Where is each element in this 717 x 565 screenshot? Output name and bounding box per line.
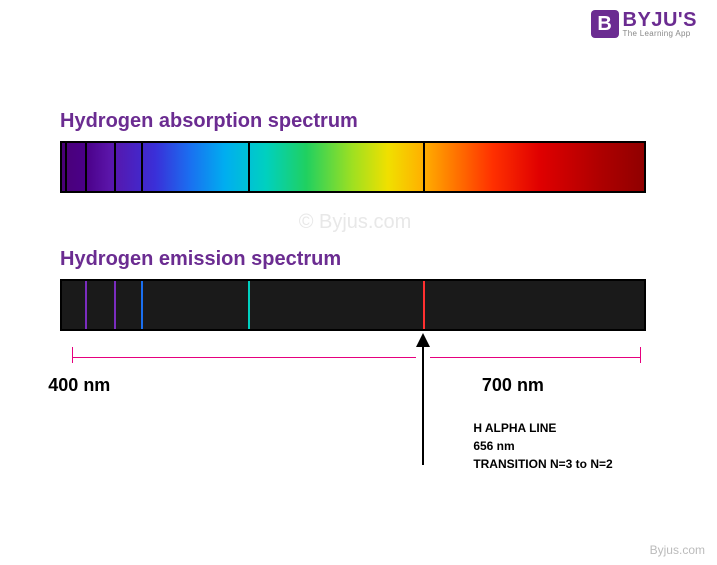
emission-line: [248, 281, 250, 329]
annotation-line2: 656 nm: [473, 437, 612, 455]
wavelength-axis: 400 nm 700 nm: [60, 345, 646, 405]
axis-label-400: 400 nm: [48, 375, 110, 396]
emission-line: [141, 281, 143, 329]
absorption-line: [141, 143, 143, 191]
annotation-line3: TRANSITION N=3 to N=2: [473, 455, 612, 473]
emission-title: Hydrogen emission spectrum: [60, 248, 650, 271]
axis-segment-right: [430, 357, 640, 358]
emission-line: [85, 281, 87, 329]
axis-label-700: 700 nm: [482, 375, 544, 396]
axis-segment-left: [72, 357, 417, 358]
brand-logo: B BYJU'S The Learning App: [591, 10, 697, 38]
emission-line: [423, 281, 425, 329]
absorption-line: [248, 143, 250, 191]
logo-main: BYJU'S: [623, 10, 697, 30]
absorption-line: [423, 143, 425, 191]
footer-watermark: Byjus.com: [650, 543, 705, 557]
absorption-spectrum: [60, 141, 646, 193]
logo-text-block: BYJU'S The Learning App: [623, 10, 697, 38]
absorption-title: Hydrogen absorption spectrum: [60, 110, 650, 133]
axis-tick-700: [640, 347, 641, 363]
absorption-line: [85, 143, 87, 191]
logo-tagline: The Learning App: [623, 30, 697, 38]
halpha-annotation: H ALPHA LINE 656 nm TRANSITION N=3 to N=…: [473, 419, 612, 473]
halpha-arrow-shaft: [422, 345, 424, 465]
center-watermark: © Byjus.com: [60, 211, 650, 234]
axis-tick-400: [72, 347, 73, 363]
logo-mark-icon: B: [591, 10, 619, 38]
emission-spectrum: [60, 279, 646, 331]
emission-line: [114, 281, 116, 329]
absorption-line: [65, 143, 67, 191]
annotation-line1: H ALPHA LINE: [473, 419, 612, 437]
emission-background: [62, 281, 644, 329]
diagram-content: Hydrogen absorption spectrum © Byjus.com…: [60, 110, 650, 405]
absorption-line: [114, 143, 116, 191]
absorption-gradient: [62, 143, 644, 191]
